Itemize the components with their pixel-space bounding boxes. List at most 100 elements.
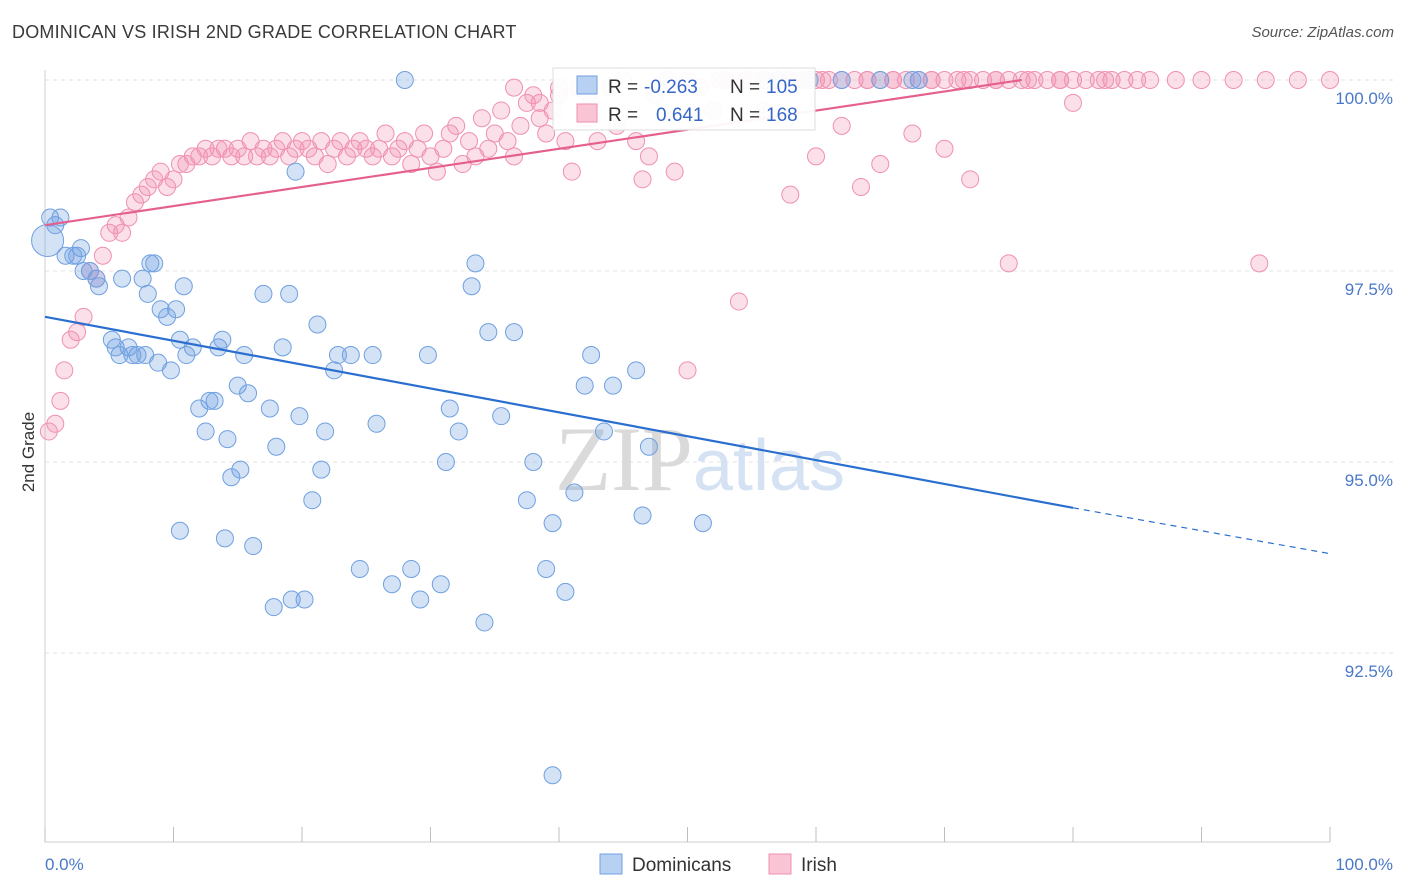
irish-point [164, 170, 183, 189]
irish-point [665, 162, 684, 181]
dominican-point [693, 514, 712, 533]
watermark: ZIPatlas [555, 408, 845, 510]
axes [44, 70, 1331, 843]
irish-point [781, 185, 800, 204]
dominican-point [350, 559, 369, 578]
irish-point [39, 422, 58, 441]
legend-swatch-dominicans [576, 75, 598, 95]
dominican-point [543, 514, 562, 533]
irish-point [1089, 71, 1108, 89]
tick-labels: 100.0% 97.5% 95.0% 92.5% 0.0% 100.0% [45, 89, 1393, 874]
dominican-point [218, 430, 237, 449]
irish-point [363, 147, 382, 166]
dominican-trend-line [44, 315, 1074, 509]
irish-point [1128, 71, 1147, 89]
irish-point [447, 116, 466, 135]
irish-point [678, 361, 697, 380]
dominican-point [260, 399, 279, 418]
irish-point [138, 177, 157, 196]
irish-point [1025, 71, 1044, 89]
irish-point [158, 177, 177, 196]
irish-point [1250, 254, 1269, 273]
irish-point [350, 132, 369, 151]
dominican-point [200, 391, 219, 410]
dominican-point [582, 346, 601, 365]
dominican-point [832, 71, 851, 89]
irish-point [402, 155, 421, 174]
irish-point [935, 139, 954, 158]
dominican-point [436, 453, 455, 471]
dominican-point [244, 537, 263, 556]
dominican-point [205, 391, 224, 410]
irish-point [248, 147, 267, 166]
grid-lines [45, 79, 1395, 654]
irish-point [922, 71, 941, 89]
legend-r-label-dominicans: R = [608, 77, 638, 98]
irish-point [100, 223, 119, 242]
irish-point [556, 132, 575, 151]
dominican-point [328, 346, 347, 365]
irish-point [517, 93, 536, 112]
irish-point [61, 330, 80, 349]
irish-point [896, 71, 915, 89]
irish-point [1321, 71, 1339, 89]
dominican-point [575, 376, 594, 395]
dominican-point [113, 269, 132, 288]
irish-point [639, 147, 658, 166]
dominican-point [273, 338, 292, 357]
irish-point [254, 139, 273, 158]
legend-n-value-dominicans: 105 [766, 77, 798, 98]
dominican-point [239, 384, 258, 403]
irish-point [1038, 71, 1057, 89]
dominican-point [402, 559, 421, 578]
bottom-legend-swatch-irish [768, 853, 792, 875]
irish-point [851, 177, 870, 196]
dominican-point [170, 521, 189, 540]
dominican-point [363, 346, 382, 365]
irish-point [1256, 71, 1275, 89]
dominican-point [411, 590, 430, 609]
legend-r-value-irish: 0.641 [656, 105, 704, 126]
dominican-point [222, 468, 241, 487]
dominican-point [158, 307, 177, 326]
legend-n-label-dominicans: N = [730, 77, 760, 98]
y-axis-label: 2nd Grade [19, 412, 38, 492]
dominican-point [110, 346, 129, 365]
legend-swatch-irish [576, 103, 598, 123]
dominican-point [254, 284, 273, 303]
dominican-point [418, 346, 437, 365]
dominican-point [594, 422, 613, 441]
irish-point [961, 170, 980, 189]
dominican-trend-extension [1072, 507, 1331, 555]
irish-point [460, 132, 479, 151]
irish-point [627, 132, 646, 151]
dominican-point [492, 407, 511, 426]
dominican-point [145, 254, 164, 273]
dominican-point [290, 407, 309, 426]
dominican-point [123, 346, 142, 365]
irish-point [832, 116, 851, 135]
bottom-legend-swatch-dominicans [599, 853, 623, 875]
legend-r-value-dominicans: -0.263 [644, 77, 698, 98]
dominican-point [215, 529, 234, 548]
irish-point [1064, 71, 1082, 89]
dominican-point [565, 483, 584, 502]
irish-point [1076, 71, 1095, 89]
irish-point [537, 124, 556, 143]
dominican-point [196, 422, 215, 441]
irish-point [344, 139, 363, 158]
irish-point [858, 71, 877, 89]
dominican-point [479, 323, 498, 342]
irish-point [1224, 71, 1243, 89]
irish-point [1141, 71, 1160, 89]
dominican-point [909, 71, 928, 89]
irish-point [884, 71, 903, 89]
irish-point [819, 71, 838, 89]
irish-point [1288, 71, 1307, 89]
dominican-point [190, 399, 209, 418]
source-label: Source: ZipAtlas.com [1251, 24, 1394, 41]
dominican-point [213, 330, 232, 349]
dominican-point [556, 582, 575, 601]
irish-point [1064, 93, 1082, 112]
legend-n-value-irish: 168 [766, 105, 798, 126]
